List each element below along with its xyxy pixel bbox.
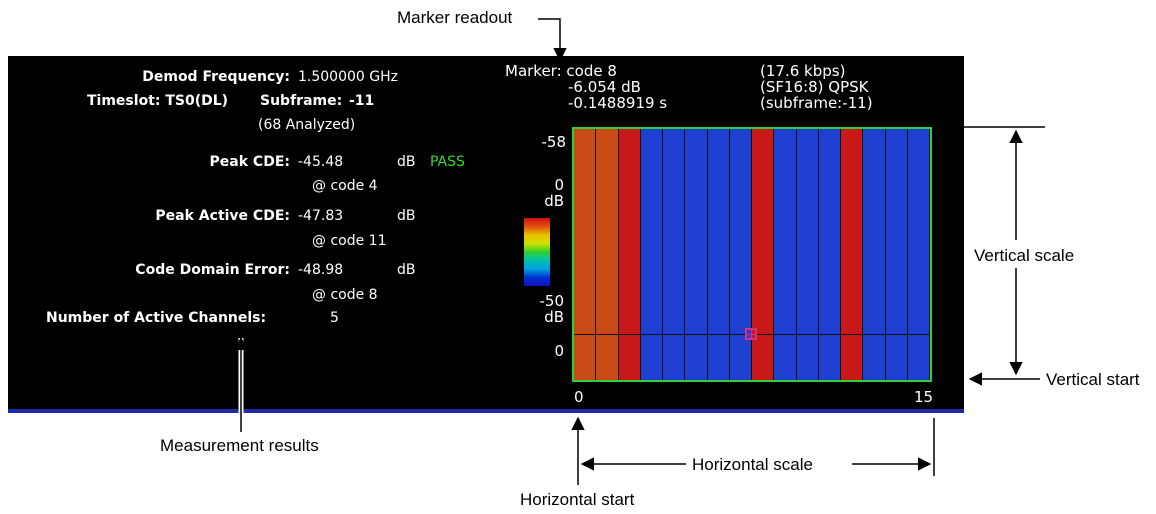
peak-cde-code: @ code 4 [312, 178, 378, 194]
code-column-2 [618, 129, 641, 380]
code-column-14 [885, 129, 908, 380]
code-column-15 [907, 129, 930, 380]
demod-frequency-label: Demod Frequency: [142, 69, 290, 85]
horizontal-scale-callout: Horizontal scale [692, 455, 813, 474]
code-domain-error-value: -48.98 [298, 262, 344, 278]
code-column-8 [752, 129, 775, 380]
peak-cde-label: Peak CDE: [209, 154, 290, 170]
active-channels-label: Number of Active Channels: [46, 310, 267, 326]
peak-active-cde-value: -47.83 [298, 208, 344, 224]
code-column-4 [663, 129, 686, 380]
code-column-3 [640, 129, 663, 380]
code-column-11 [818, 129, 841, 380]
scale-bottom-db-unit: dB [544, 308, 564, 326]
scale-bottom-db-value: -50 [539, 292, 565, 310]
vertical-start-callout: Vertical start [1046, 370, 1140, 389]
code-column-1 [596, 129, 619, 380]
vertical-scale-callout: Vertical scale [974, 246, 1075, 265]
code-domain-error-code: @ code 8 [312, 287, 378, 303]
peak-cde-status-badge: PASS [430, 154, 465, 170]
marker-line-db: -6.054 dB [568, 78, 641, 96]
marker-line-time: -0.1488919 s [568, 94, 668, 112]
color-scale-bar [524, 218, 550, 286]
code-column-6 [707, 129, 730, 380]
x-tick-label-end: 15 [914, 388, 934, 406]
code-column-10 [796, 129, 819, 380]
code-column-13 [863, 129, 886, 380]
scale-top-value: -58 [541, 133, 567, 151]
peak-active-cde-code: @ code 11 [312, 233, 387, 249]
marker-sf: (SF16:8) QPSK [760, 78, 869, 96]
code-column-9 [774, 129, 797, 380]
screen-bottom-border [8, 409, 964, 413]
code-column-0 [574, 129, 597, 380]
marker-icon[interactable] [745, 328, 757, 340]
timeslot-label: Timeslot: TS0(DL) [87, 93, 229, 109]
peak-cde-unit: dB [397, 154, 416, 170]
marker-rate: (17.6 kbps) [760, 62, 846, 80]
scale-top-db-value: 0 [554, 176, 564, 194]
marker-readout-arrow [538, 18, 567, 62]
marker-line-code: Marker: code 8 [505, 62, 617, 80]
code-column-12 [841, 129, 864, 380]
code-domain-plot[interactable] [572, 127, 932, 382]
peak-active-cde-unit: dB [397, 208, 416, 224]
code-column-5 [685, 129, 708, 380]
scale-bottom-value: 0 [554, 342, 564, 360]
x-tick-label-start: 0 [574, 388, 584, 406]
scale-top-db-unit: dB [544, 192, 564, 210]
analyzed-count: (68 Analyzed) [258, 117, 356, 133]
horizontal-start-callout: Horizontal start [520, 490, 635, 509]
subframe-value: -11 [349, 93, 375, 109]
active-channels-value: 5 [330, 310, 339, 326]
peak-active-cde-label: Peak Active CDE: [155, 208, 290, 224]
marker-subframe: (subframe:-11) [760, 94, 873, 112]
demod-frequency-value: 1.500000 GHz [298, 69, 398, 85]
subframe-label: Subframe: [260, 93, 343, 109]
peak-cde-value: -45.48 [298, 154, 344, 170]
code-domain-error-label: Code Domain Error: [135, 262, 290, 278]
measurement-results-callout: Measurement results [160, 436, 319, 455]
code-domain-error-unit: dB [397, 262, 416, 278]
code-column-7 [729, 129, 752, 380]
marker-readout-callout: Marker readout [397, 8, 513, 27]
